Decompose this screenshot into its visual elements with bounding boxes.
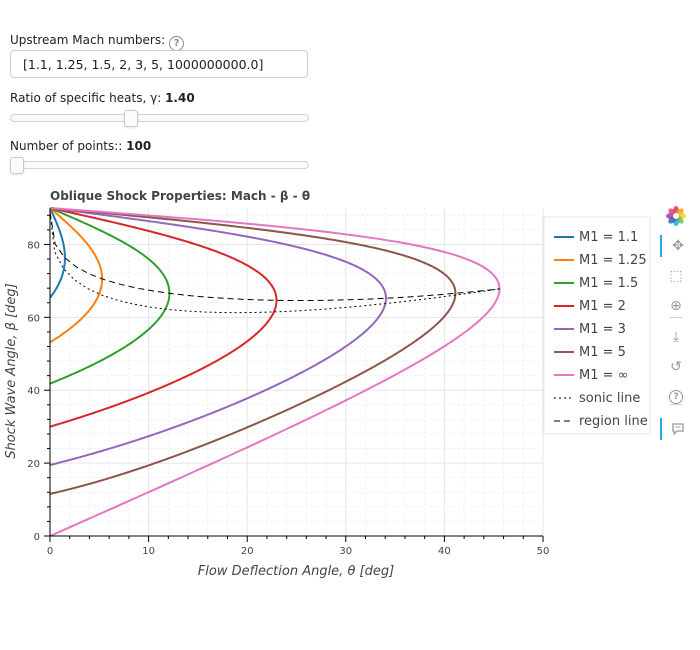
x-tick-label: 10 [142, 546, 155, 557]
points-value: 100 [126, 139, 152, 153]
series-line-6 [50, 207, 457, 495]
toolbar-separator [670, 317, 682, 318]
x-tick-label: 30 [339, 546, 352, 557]
pan-icon[interactable]: ✥ [660, 235, 694, 257]
y-axis-label: Shock Wave Angle, β [deg] [4, 283, 19, 459]
series-line-3 [50, 207, 171, 385]
bokeh-logo-icon[interactable] [660, 205, 692, 227]
gamma-slider-track[interactable] [10, 114, 309, 122]
series-line-5 [50, 207, 387, 467]
points-slider-label: Number of points:: 100 [10, 139, 151, 153]
chart-legend[interactable]: M1 = 1.1 M1 = 1.25 M1 = 1.5 M1 = 2 M1 = 3 M1 … [543, 216, 651, 435]
chart-curves [50, 207, 501, 536]
y-tick-label: 20 [27, 459, 40, 470]
series-line-1 [50, 207, 66, 299]
mach-numbers-label-text: Upstream Mach numbers: [10, 33, 166, 47]
mach-numbers-label: Upstream Mach numbers:? [10, 33, 185, 51]
hover-icon[interactable] [660, 418, 694, 440]
toolbar-separator [670, 404, 682, 405]
save-icon[interactable]: ⤓ [672, 329, 680, 345]
y-tick-label: 40 [27, 386, 40, 397]
y-tick-label: 80 [27, 240, 40, 251]
legend-label[interactable]: M1 = 2 [579, 299, 626, 314]
box-zoom-icon[interactable]: ⬚ [669, 268, 683, 284]
chart-title: Oblique Shock Properties: Mach - β - θ [50, 189, 310, 203]
gamma-slider-handle[interactable] [124, 110, 138, 127]
y-tick-label: 60 [27, 313, 40, 324]
gamma-value: 1.40 [165, 91, 195, 105]
legend-label[interactable]: M1 = 1.25 [579, 253, 647, 268]
legend-label[interactable]: M1 = 1.5 [579, 276, 638, 291]
sonic-line [50, 212, 500, 314]
legend-label[interactable]: sonic line [579, 391, 640, 406]
y-tick-label: 0 [34, 532, 40, 543]
legend-label[interactable]: M1 = 3 [579, 322, 626, 337]
x-tick-label: 50 [537, 546, 550, 557]
x-tick-label: 40 [438, 546, 451, 557]
legend-label[interactable]: M1 = 1.1 [579, 230, 638, 245]
help-icon[interactable]: ? [660, 386, 692, 408]
series-line-4 [50, 207, 278, 428]
legend-box [543, 216, 651, 435]
legend-label[interactable]: M1 = ∞ [579, 368, 628, 383]
chart-axes: 0 10 20 30 40 50 0 20 40 60 80 [27, 208, 549, 557]
x-tick-label: 0 [47, 546, 53, 557]
wheel-zoom-icon[interactable]: ⊕ [670, 298, 682, 314]
chart-grid [49, 208, 544, 537]
x-axis-label: Flow Deflection Angle, θ [deg] [198, 564, 394, 579]
legend-label[interactable]: region line [579, 414, 648, 429]
series-line-2 [50, 207, 104, 344]
x-tick-label: 20 [241, 546, 254, 557]
points-slider-handle[interactable] [10, 157, 24, 174]
region-line [50, 211, 500, 302]
chart: 0 10 20 30 40 50 0 20 40 60 80 Oblique Shock Prope… [4, 189, 651, 579]
reset-icon[interactable]: ↺ [670, 359, 682, 375]
points-slider-track[interactable] [10, 161, 309, 169]
gamma-label-text: Ratio of specific heats, γ: [10, 91, 162, 105]
gamma-slider-label: Ratio of specific heats, γ: 1.40 [10, 91, 195, 105]
legend-label[interactable]: M1 = 5 [579, 345, 626, 360]
mach-numbers-input[interactable] [10, 50, 308, 78]
help-icon[interactable]: ? [169, 36, 185, 51]
series-line-7 [50, 207, 501, 536]
points-label-text: Number of points:: [10, 139, 123, 153]
